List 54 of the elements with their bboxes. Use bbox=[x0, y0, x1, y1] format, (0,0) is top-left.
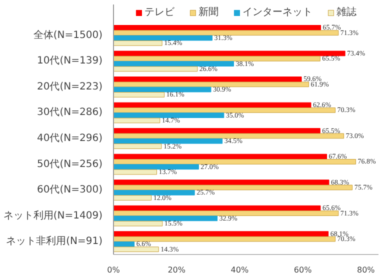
bar bbox=[114, 138, 223, 144]
bar bbox=[114, 102, 312, 108]
y-tick-label: 60代(N=300) bbox=[37, 184, 103, 196]
legend-label: テレビ bbox=[144, 6, 174, 19]
x-tick-label: 40% bbox=[230, 266, 249, 274]
bar bbox=[114, 195, 152, 200]
bar bbox=[114, 154, 328, 160]
bar bbox=[114, 159, 356, 164]
legend-label: 雑誌 bbox=[336, 6, 356, 19]
bar bbox=[114, 24, 322, 30]
bar bbox=[114, 216, 218, 222]
legend-label: インターネット bbox=[242, 6, 312, 19]
bar bbox=[114, 112, 224, 118]
bar bbox=[114, 128, 320, 134]
bar bbox=[114, 30, 339, 36]
y-tick-label: 全体(N=1500) bbox=[33, 28, 103, 41]
y-tick-label: 10代(N=139) bbox=[37, 56, 103, 67]
bar bbox=[114, 61, 234, 66]
bar bbox=[114, 40, 162, 46]
bar bbox=[114, 220, 163, 226]
bar bbox=[114, 92, 165, 98]
bar bbox=[114, 86, 212, 92]
bar bbox=[114, 180, 330, 186]
bar bbox=[114, 66, 198, 72]
legend-label: 新聞 bbox=[198, 6, 218, 19]
bar bbox=[114, 246, 159, 252]
bar bbox=[114, 210, 339, 216]
bar bbox=[114, 82, 310, 88]
bar bbox=[114, 118, 160, 124]
bar bbox=[114, 231, 329, 237]
y-tick-label: 40代(N=296) bbox=[37, 133, 103, 144]
bar bbox=[114, 56, 320, 62]
bar bbox=[114, 190, 195, 196]
y-tick-label: ネット非利用(N=91) bbox=[6, 235, 103, 248]
bar bbox=[114, 169, 157, 175]
bar bbox=[114, 184, 353, 190]
bar bbox=[114, 35, 212, 41]
y-tick-label: 50代(N=256) bbox=[37, 158, 103, 170]
bar bbox=[114, 50, 346, 56]
bar bbox=[114, 236, 336, 242]
x-tick-label: 20% bbox=[168, 266, 186, 274]
y-tick-label: 30代(N=286) bbox=[37, 107, 103, 118]
x-tick-label: 60% bbox=[294, 266, 312, 274]
x-tick-label: 0% bbox=[107, 266, 120, 274]
y-tick-label: 20代(N=223) bbox=[37, 81, 103, 92]
bar bbox=[114, 144, 162, 149]
bar bbox=[114, 133, 344, 139]
bar bbox=[114, 107, 336, 113]
x-tick-label: 80% bbox=[356, 266, 376, 274]
bar bbox=[114, 205, 321, 211]
bar bbox=[114, 164, 199, 170]
bar bbox=[114, 241, 135, 247]
bar bbox=[114, 76, 302, 82]
y-tick-label: ネット利用(N=1409) bbox=[3, 209, 103, 222]
